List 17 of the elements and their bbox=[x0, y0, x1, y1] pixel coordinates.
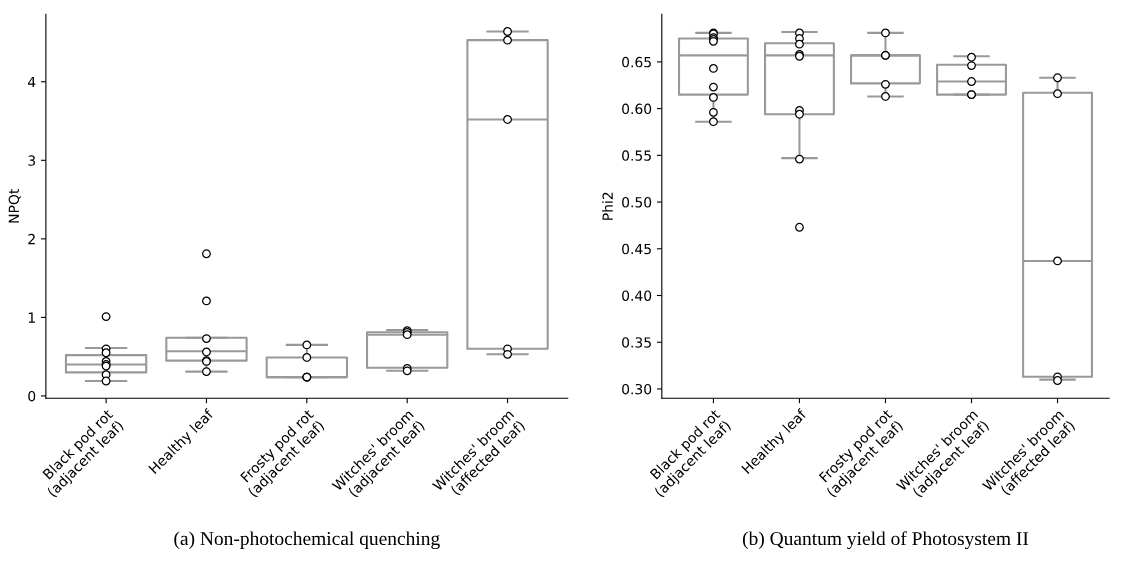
y-tick-label: 0 bbox=[28, 390, 36, 402]
y-tick-label: 0.55 bbox=[622, 150, 651, 161]
y-tick-label: 4 bbox=[28, 76, 36, 88]
y-axis-title: Phi2 bbox=[602, 192, 613, 220]
y-tick-label: 0.60 bbox=[622, 103, 652, 115]
y-tick-label: 0.45 bbox=[622, 243, 651, 255]
y-tick-label: 0.30 bbox=[622, 383, 652, 395]
y-tick-label: 0.40 bbox=[622, 290, 652, 301]
y-tick-label: 1 bbox=[28, 312, 35, 323]
y-tick-label: 0.65 bbox=[622, 56, 651, 68]
y-tick-label: 0.35 bbox=[622, 337, 651, 348]
y-axis-title: NPQt bbox=[8, 189, 21, 223]
y-tick-label: 2 bbox=[28, 233, 35, 245]
text: (a) Non-photochemical quenching bbox=[174, 531, 440, 550]
text: (b) Quantum yield of Photosystem II bbox=[742, 531, 1029, 550]
y-tick-label: 3 bbox=[28, 155, 36, 166]
y-tick-label: 0.50 bbox=[622, 197, 652, 208]
